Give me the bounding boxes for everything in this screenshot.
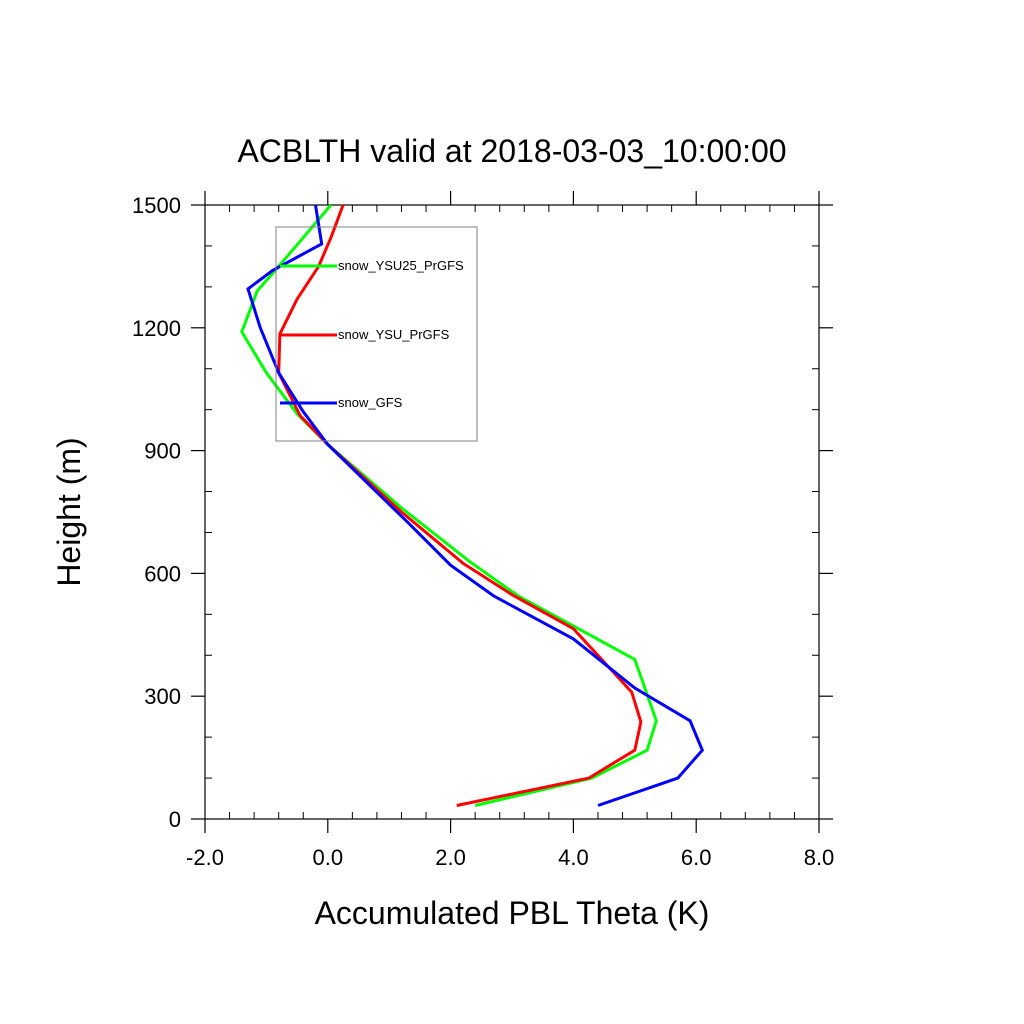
plot-area [204,204,820,820]
chart-title: ACBLTH valid at 2018-03-03_10:00:00 [237,133,786,169]
x-axis-label: Accumulated PBL Theta (K) [315,895,710,931]
x-tick-label: -2.0 [186,845,224,870]
legend-box [275,226,478,442]
y-tick-label: 600 [144,561,181,586]
y-tick-label: 1500 [132,193,181,218]
plot-frame [204,204,820,820]
x-tick-label: 4.0 [558,845,589,870]
series-line-snow_GFS [246,204,705,807]
x-tick-label: 2.0 [435,845,466,870]
y-tick-label: 900 [144,439,181,464]
series-line-snow_YSU25_PrGFS [240,204,658,807]
y-axis: 0 300 600 900 1200 1500 [132,193,833,832]
series-line-snow_YSU_PrGFS [277,204,643,807]
x-tick-label: 0.0 [313,845,344,870]
y-tick-label: 300 [144,684,181,709]
legend-label: snow_GFS [338,395,403,410]
legend: snow_YSU25_PrGFS snow_YSU_PrGFS snow_GFS [275,226,478,442]
y-tick-label: 1200 [132,316,181,341]
legend-label: snow_YSU25_PrGFS [338,258,464,273]
y-tick-label: 0 [169,807,181,832]
y-axis-label: Height (m) [51,437,87,586]
x-tick-label: 6.0 [681,845,712,870]
x-axis: -2.0 0.0 2.0 4.0 6.0 8.0 [186,191,834,870]
series-layer [240,204,705,807]
x-tick-label: 8.0 [804,845,835,870]
legend-label: snow_YSU_PrGFS [338,327,450,342]
